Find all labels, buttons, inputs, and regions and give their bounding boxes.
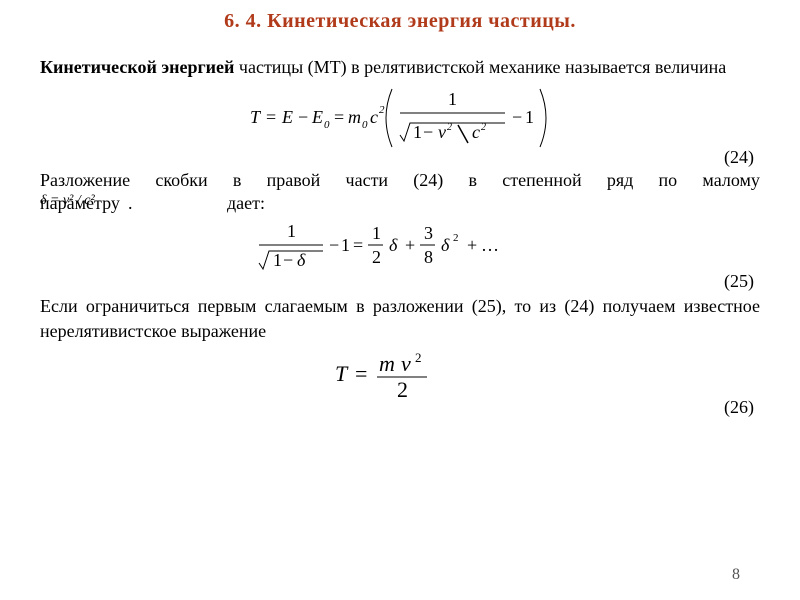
section-title: 6. 4. Кинетическая энергия частицы. [40, 10, 760, 33]
svg-text:2: 2 [372, 247, 381, 267]
svg-text:−: − [329, 235, 339, 255]
svg-text:2: 2 [453, 232, 459, 244]
equation-24-row: T = E − E 0 = m 0 c 2 1 [40, 83, 760, 153]
equation-24: T = E − E 0 = m 0 c 2 1 [40, 83, 760, 153]
equation-26-row: T = m v 2 2 [40, 351, 760, 403]
svg-text:E: E [311, 107, 323, 127]
svg-text:c: c [370, 107, 378, 127]
svg-text:v: v [438, 122, 446, 142]
svg-text:2: 2 [447, 122, 452, 133]
svg-text:δ: δ [441, 235, 450, 255]
svg-text:0: 0 [324, 119, 330, 131]
para3: Если ограничиться первым слагаемым в раз… [40, 294, 760, 343]
svg-text:=: = [334, 107, 344, 127]
svg-text:1: 1 [341, 235, 350, 255]
svg-text:δ: δ [297, 250, 306, 270]
svg-text:−: − [283, 250, 293, 270]
document-page: 6. 4. Кинетическая энергия частицы. Кине… [0, 0, 800, 600]
page-number: 8 [732, 566, 740, 584]
intro-rest: частицы (МТ) в релятивистской механике н… [234, 57, 726, 77]
svg-text:δ: δ [389, 235, 398, 255]
svg-text:3: 3 [424, 223, 433, 243]
svg-text:…: … [481, 235, 499, 255]
svg-text:2: 2 [481, 122, 486, 133]
intro-lead: Кинетической энергией [40, 57, 234, 77]
svg-text:1: 1 [372, 223, 381, 243]
svg-text:1: 1 [413, 122, 422, 142]
equation-26: T = m v 2 2 [40, 351, 760, 403]
svg-text:0: 0 [362, 119, 368, 131]
para2-line2: параметру δ = v² / c² . дает: [40, 193, 760, 215]
svg-text:1: 1 [448, 89, 457, 109]
para2-line1: Разложение скобки в правой части (24) в … [40, 170, 760, 191]
svg-text:−: − [512, 107, 522, 127]
svg-text:2: 2 [415, 351, 422, 365]
svg-text:−: − [298, 107, 308, 127]
svg-text:2: 2 [379, 104, 385, 116]
svg-text:−: − [423, 122, 433, 142]
svg-text:=: = [355, 361, 367, 386]
svg-text:1: 1 [273, 250, 282, 270]
svg-text:v: v [401, 351, 411, 376]
equation-25: 1 1 − δ − 1 = 1 2 δ + 3 [40, 219, 760, 277]
svg-text:=: = [266, 107, 276, 127]
svg-text:1: 1 [525, 107, 534, 127]
svg-text:T: T [250, 107, 262, 127]
svg-text:+: + [467, 235, 477, 255]
para2-overlap-b: δ = v² / c² [40, 193, 95, 209]
svg-text:m: m [348, 107, 361, 127]
svg-text:m: m [379, 351, 395, 376]
svg-text:=: = [353, 235, 363, 255]
svg-text:T: T [335, 361, 349, 386]
svg-text:E: E [281, 107, 293, 127]
svg-text:c: c [472, 122, 480, 142]
svg-text:2: 2 [397, 377, 408, 402]
equation-25-row: 1 1 − δ − 1 = 1 2 δ + 3 [40, 219, 760, 277]
svg-text:8: 8 [424, 247, 433, 267]
intro-paragraph: Кинетической энергией частицы (МТ) в рел… [40, 55, 760, 79]
svg-text:+: + [405, 235, 415, 255]
svg-text:1: 1 [287, 221, 296, 241]
para2-tail: . дает: [128, 193, 265, 214]
